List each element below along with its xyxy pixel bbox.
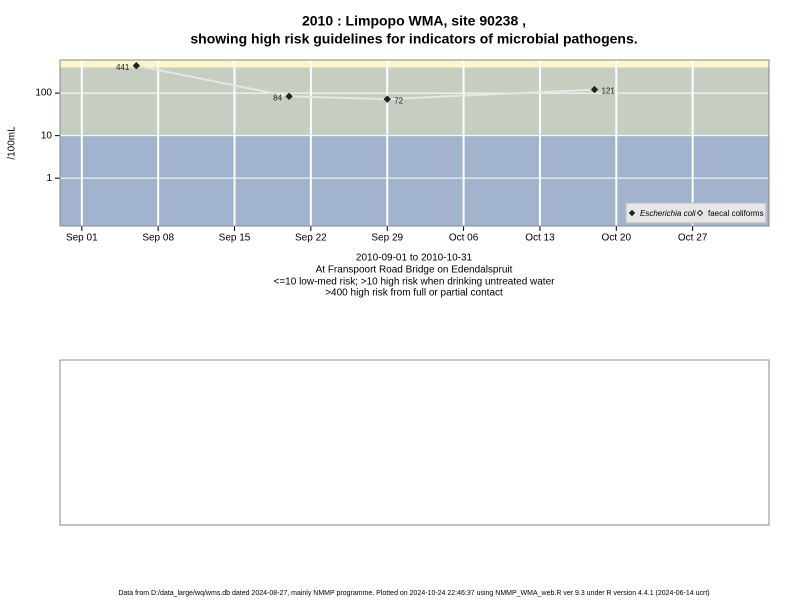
y-tick-label: 10 [41,130,53,141]
x-tick-label: Oct 06 [449,233,479,244]
legend-marker [696,209,704,217]
subtitle: >400 high risk from full or partial cont… [325,288,503,299]
plot-frame [59,59,770,227]
chart-title: showing high risk guidelines for indicat… [190,31,637,47]
chart-title: 2010 : Limpopo WMA, site 90238 , [302,13,526,29]
x-tick-label: Sep 08 [142,233,174,244]
risk-band [60,67,769,136]
x-tick-label: Oct 27 [678,233,708,244]
legend-box [625,202,767,224]
subtitle: 2010-09-01 to 2010-10-31 [356,253,473,264]
subtitle: <=10 low-med risk; >10 high risk when dr… [274,277,556,288]
data-label: 72 [394,96,403,105]
x-tick-label: Sep 22 [295,233,327,244]
y-tick-label: 1 [46,173,52,184]
data-label: 441 [116,63,130,72]
data-label: 121 [601,87,615,96]
legend-label: faecal coliforms [708,209,764,218]
x-tick-label: Sep 01 [66,233,98,244]
x-tick-label: Oct 13 [525,233,555,244]
legend-label: Escherichia coli [640,209,696,218]
legend-marker [628,209,636,217]
y-axis-label: /100mL [7,126,18,160]
risk-band [60,60,769,68]
data-point [132,61,141,70]
empty-panel [59,359,770,526]
series-line [136,64,595,101]
data-label: 84 [273,93,282,102]
x-tick-label: Sep 15 [219,233,251,244]
x-tick-label: Sep 29 [371,233,403,244]
footer: Data from D:/data_large/wq/wms.db dated … [118,590,709,597]
y-tick-label: 100 [35,88,52,99]
data-point [285,92,293,101]
subtitle: At Franspoort Road Bridge on Edendalspru… [316,265,513,276]
data-point [590,85,599,94]
x-tick-label: Oct 20 [602,233,632,244]
data-point [383,95,391,103]
